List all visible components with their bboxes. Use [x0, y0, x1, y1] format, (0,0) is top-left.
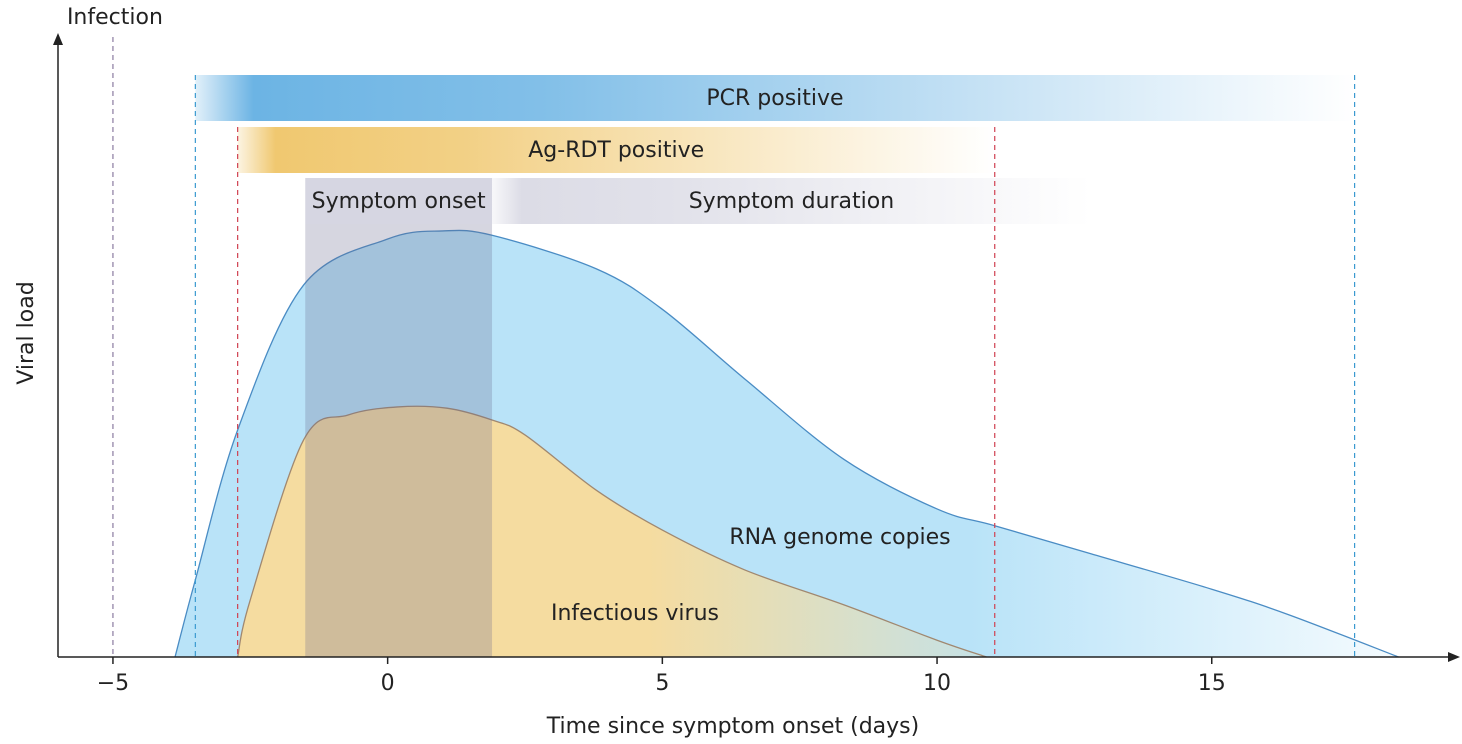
onset-column [305, 224, 493, 657]
area [237, 406, 987, 657]
x-tick-label: 0 [381, 671, 395, 696]
band-label: Symptom duration [689, 189, 894, 214]
y-axis-label: Viral load [14, 281, 39, 384]
y-axis-arrow [53, 33, 63, 45]
x-axis-arrow [1448, 652, 1460, 662]
x-axis-label: Time since symptom onset (days) [546, 714, 919, 739]
annotation: Infection [67, 5, 163, 30]
x-tick-label: 10 [923, 671, 951, 696]
area-line [237, 405, 987, 658]
band [195, 75, 1355, 121]
area-line [174, 229, 1399, 658]
series-label: Infectious virus [551, 601, 719, 626]
band-label: PCR positive [706, 86, 843, 111]
band [305, 178, 493, 224]
band [492, 178, 1091, 224]
band [237, 127, 995, 173]
x-tick-label: 15 [1198, 671, 1226, 696]
x-tick-label: 5 [655, 671, 669, 696]
band-label: Ag-RDT positive [528, 138, 704, 163]
band-label: Symptom onset [312, 189, 486, 214]
series-label: RNA genome copies [729, 525, 950, 550]
x-tick-label: −5 [97, 671, 129, 696]
